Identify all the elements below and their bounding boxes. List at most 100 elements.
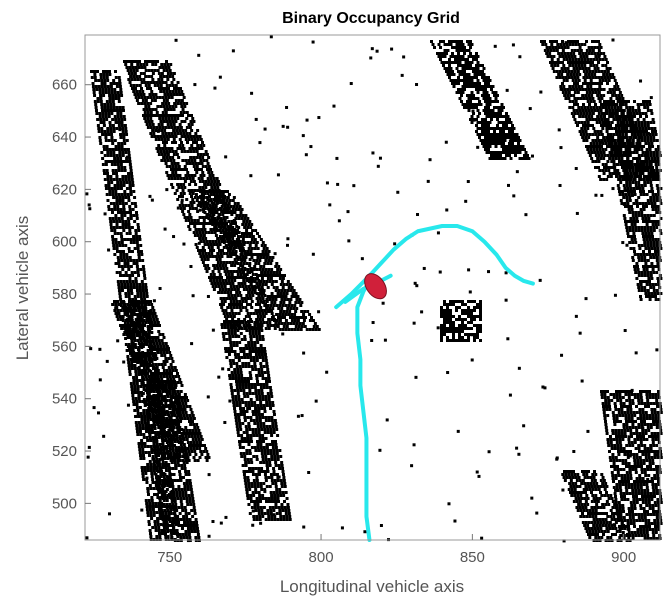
occupied-cell	[181, 402, 185, 405]
occupied-cell	[196, 426, 200, 429]
occupied-cell	[240, 282, 244, 285]
occupied-cell	[306, 310, 310, 313]
occupied-cell	[234, 416, 238, 419]
occupied-cell	[487, 124, 490, 127]
occupied-cell	[125, 187, 129, 190]
occupied-cell	[185, 102, 189, 105]
occupied-cell	[149, 404, 153, 407]
occupied-cell	[232, 323, 236, 326]
occupied-cell	[238, 285, 242, 288]
occupied-cell	[164, 466, 168, 469]
occupied-cell	[258, 259, 262, 262]
occupied-cell	[154, 339, 158, 342]
occupied-cell	[256, 506, 260, 509]
occupied-cell	[261, 268, 265, 271]
occupied-cell	[206, 162, 210, 165]
occupied-cell	[553, 64, 557, 67]
occupied-cell	[167, 357, 171, 360]
occupied-cell	[165, 69, 169, 72]
occupied-cell	[145, 339, 149, 342]
occupied-cell	[182, 476, 185, 479]
occupied-cell	[279, 292, 283, 295]
occupied-cell	[139, 454, 143, 457]
occupied-cell	[162, 150, 166, 153]
occupied-cell	[243, 377, 247, 380]
occupied-cell	[151, 354, 155, 357]
occupied-cell	[260, 271, 264, 274]
occupied-cell	[172, 153, 176, 156]
occupied-cell	[243, 338, 247, 341]
occupied-cell	[153, 431, 157, 434]
occupied-cell	[177, 375, 181, 378]
occupied-cell	[526, 154, 529, 157]
occupied-cell	[506, 121, 510, 124]
occupied-cell	[260, 294, 264, 297]
occupied-cell	[192, 120, 196, 123]
occupied-cell	[246, 356, 250, 359]
occupied-cell	[183, 393, 187, 396]
occupied-cell	[250, 326, 254, 329]
occupied-cell	[256, 256, 260, 259]
occupied-cell	[147, 425, 151, 428]
occupied-cell	[266, 253, 270, 256]
occupied-cell	[137, 370, 141, 373]
occupied-cell	[117, 76, 121, 79]
occupied-cell	[149, 386, 153, 389]
occupied-cell	[204, 216, 208, 219]
occupied-cell	[256, 446, 260, 449]
occupied-cell	[555, 76, 559, 79]
plot-area	[84, 34, 663, 543]
occupied-cell	[143, 81, 147, 84]
occupied-cell	[214, 255, 218, 258]
occupied-cell	[230, 229, 234, 232]
occupied-cell	[183, 165, 187, 168]
occupied-cell	[107, 112, 111, 115]
occupied-cell	[575, 67, 579, 70]
occupied-cell	[138, 283, 142, 286]
occupied-cell	[557, 46, 561, 49]
occupied-cell	[156, 150, 160, 153]
occupied-cell	[158, 463, 162, 466]
occupied-cell	[104, 187, 108, 190]
occupied-cell	[135, 400, 139, 403]
occupied-cell	[118, 220, 122, 223]
occupied-cell	[194, 147, 198, 150]
occupied-cell	[153, 336, 157, 339]
occupied-cell	[488, 121, 492, 124]
occupied-cell	[267, 318, 271, 321]
occupied-cell	[125, 333, 129, 336]
occupied-cell	[106, 175, 110, 178]
occupied-cell	[133, 388, 137, 391]
occupied-cell	[110, 160, 114, 163]
occupied-cell	[235, 380, 238, 383]
occupied-cell	[143, 469, 147, 472]
occupied-cell	[268, 274, 271, 277]
occupied-cell	[479, 139, 483, 142]
occupied-cell	[148, 93, 152, 96]
occupied-cell	[147, 451, 151, 454]
occupied-cell	[170, 81, 174, 84]
occupied-cell	[551, 46, 555, 49]
occupied-cell	[180, 432, 184, 435]
occupied-cell	[102, 94, 106, 97]
occupied-cell	[238, 422, 242, 425]
occupied-cell	[140, 469, 144, 472]
occupied-cell	[167, 463, 171, 466]
occupied-cell	[233, 353, 237, 356]
occupied-cell	[145, 412, 149, 415]
occupied-cell	[238, 291, 242, 294]
occupied-cell	[221, 211, 225, 214]
occupied-cell	[137, 253, 141, 256]
occupied-cell	[250, 341, 254, 344]
occupied-cell	[179, 381, 183, 384]
occupied-cell	[294, 310, 298, 313]
occupied-cell	[175, 129, 179, 132]
occupied-cell	[184, 435, 188, 438]
occupied-cell	[220, 323, 224, 326]
occupied-cell	[146, 325, 150, 328]
occupied-cell	[181, 144, 185, 147]
occupied-cell	[239, 294, 243, 297]
occupied-cell	[164, 66, 168, 69]
occupied-cell	[163, 129, 167, 132]
occupied-cell	[161, 333, 165, 336]
